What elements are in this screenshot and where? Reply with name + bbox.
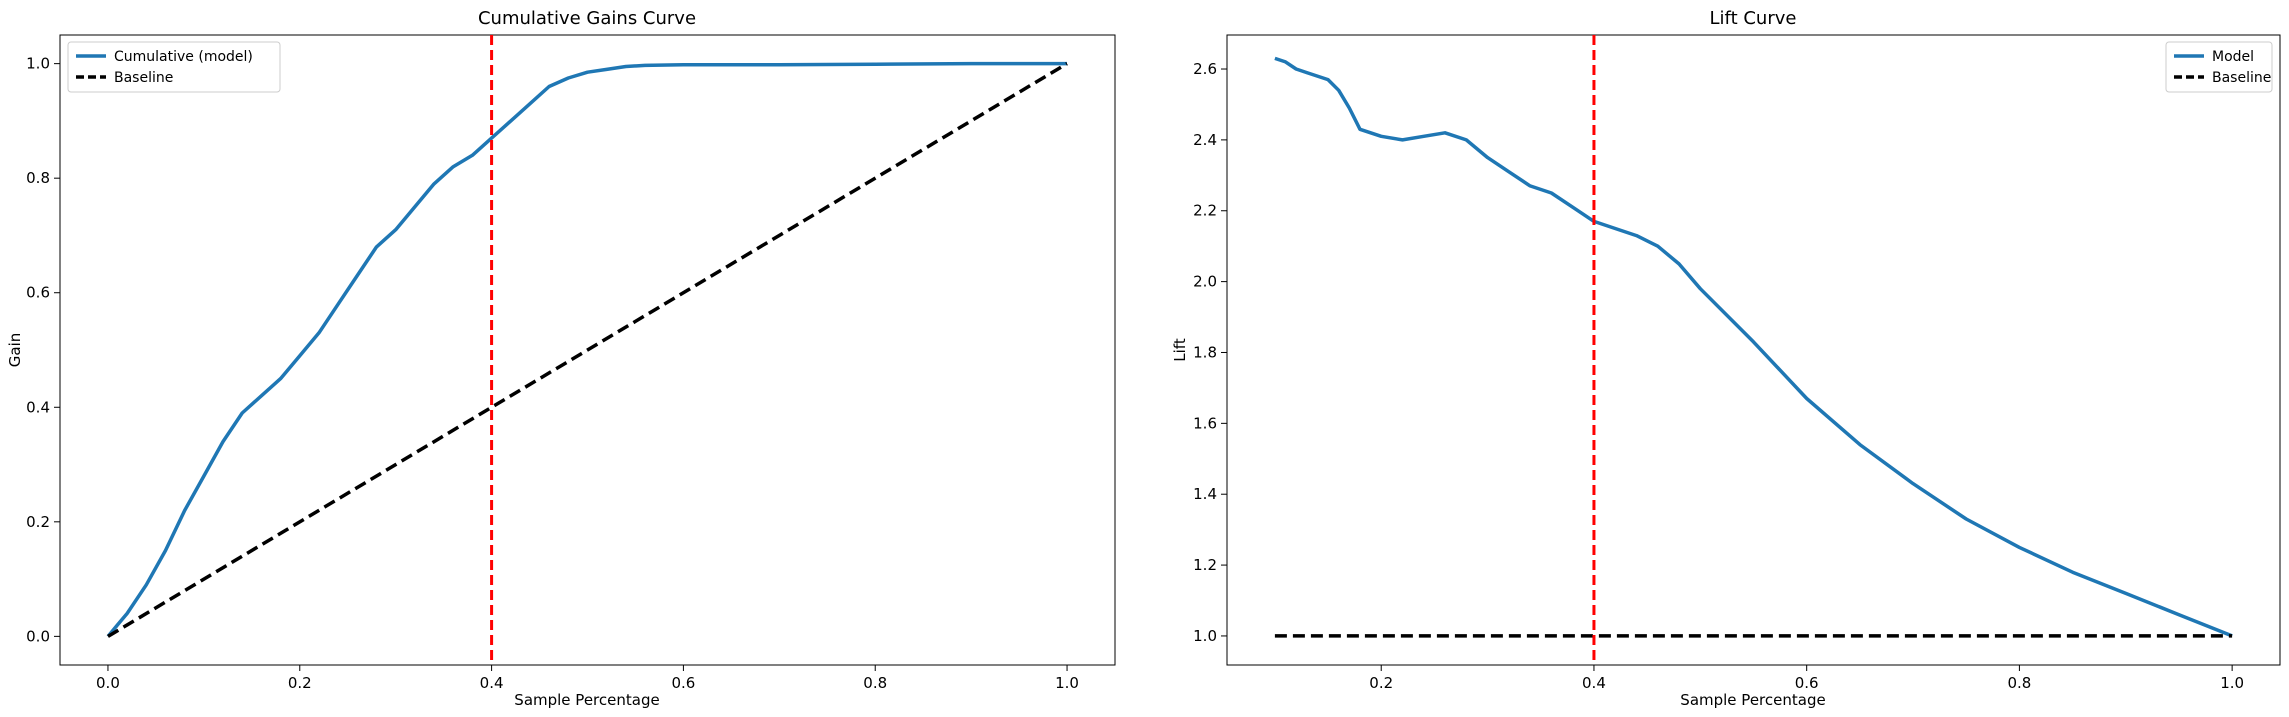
gains-legend-label: Cumulative (model) (114, 49, 253, 65)
gains-y-tick-label: 0.0 (26, 627, 50, 645)
lift-y-tick-label: 2.2 (1193, 202, 1217, 220)
gains-legend-box (67, 41, 281, 93)
lift-x-tick-label: 0.6 (1795, 674, 1819, 692)
gains-chart-title: Cumulative Gains Curve (478, 8, 696, 29)
lift-legend-label: Model (2212, 49, 2254, 65)
gains-y-axis-label: Gain (6, 333, 24, 368)
lift-x-tick-label: 0.4 (1582, 674, 1606, 692)
lift-x-axis-label: Sample Percentage (1680, 691, 1825, 709)
gains-series-baseline (107, 62, 1068, 638)
lift-y-tick-label: 1.4 (1193, 485, 1217, 503)
lift-series-model (1274, 56, 2233, 638)
gains-y-tick-label: 1.0 (26, 55, 50, 73)
gains-y-tick-label: 0.6 (26, 284, 50, 302)
lift-y-tick-label: 2.6 (1193, 60, 1217, 78)
gains-x-tick-label: 0.8 (863, 674, 887, 692)
lift-x-tick-label: 1.0 (2220, 674, 2244, 692)
lift-axes-frame (1226, 34, 2281, 666)
lift-y-tick-label: 2.4 (1193, 131, 1217, 149)
gains-y-tick-label: 0.8 (26, 169, 50, 187)
lift-y-tick-label: 1.0 (1193, 627, 1217, 645)
lift-y-tick-label: 1.6 (1193, 414, 1217, 432)
gains-legend: Cumulative (model) Baseline (67, 41, 281, 93)
gains-axes-frame (59, 34, 1116, 666)
gains-x-tick-label: 0.6 (671, 674, 695, 692)
gains-chart: Cumulative Gains Curve Sample Percentage… (6, 8, 1116, 709)
gains-y-tick-label: 0.4 (26, 398, 50, 416)
lift-legend-label: Baseline (2212, 70, 2271, 86)
gains-x-tick-label: 0.4 (480, 674, 504, 692)
lift-y-axis-label: Lift (1171, 338, 1189, 362)
gains-legend-label: Baseline (114, 70, 173, 86)
gains-x-tick-label: 0.0 (96, 674, 120, 692)
lift-y-tick-label: 2.0 (1193, 273, 1217, 291)
lift-x-tick-label: 0.8 (2007, 674, 2031, 692)
lift-x-tick-label: 0.2 (1369, 674, 1393, 692)
lift-y-tick-label: 1.8 (1193, 343, 1217, 361)
lift-y-tick-label: 1.2 (1193, 556, 1217, 574)
gains-x-tick-label: 0.2 (288, 674, 312, 692)
lift-chart-title: Lift Curve (1710, 8, 1797, 29)
gains-series-cumulative-model (106, 61, 1067, 638)
gains-y-tick-label: 0.2 (26, 513, 50, 531)
lift-legend: Model Baseline (2165, 41, 2273, 93)
gains-x-axis-label: Sample Percentage (514, 691, 659, 709)
gains-x-tick-label: 1.0 (1055, 674, 1079, 692)
lift-chart: Lift Curve Sample Percentage Lift 0.2 0.4… (1171, 8, 2281, 709)
